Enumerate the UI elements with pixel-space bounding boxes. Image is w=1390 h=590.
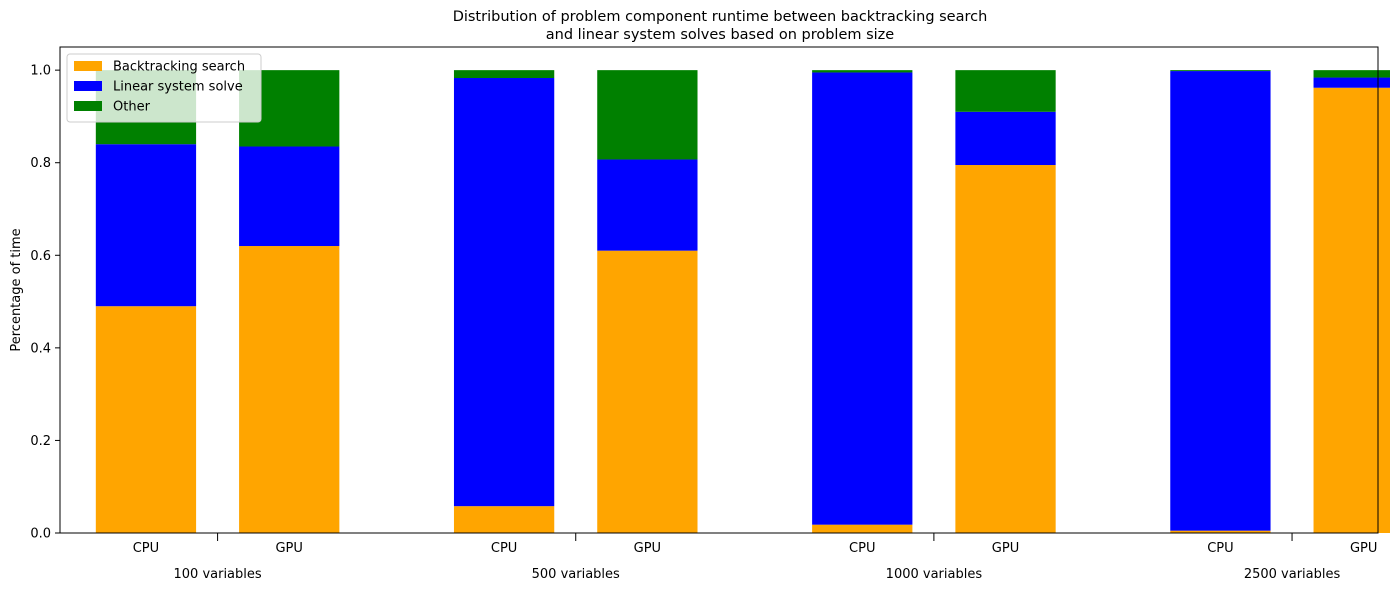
y-axis-label: Percentage of time xyxy=(9,228,24,351)
bar-2500-variables-cpu-segment-3 xyxy=(1170,70,1271,72)
legend-label: Linear system solve xyxy=(113,80,243,95)
bar-2500-variables-gpu-segment-3 xyxy=(1313,70,1390,78)
bar-1000-variables-gpu-segment-1 xyxy=(955,165,1056,533)
bar-100-variables-gpu-segment-2 xyxy=(239,146,340,247)
y-tick-label: 0.0 xyxy=(30,527,51,542)
y-tick-label: 1.0 xyxy=(30,64,51,79)
x-tick-label: GPU xyxy=(1350,541,1377,556)
y-tick-label: 0.6 xyxy=(30,249,51,264)
bar-1000-variables-gpu-segment-2 xyxy=(955,111,1056,166)
bars-layer xyxy=(95,70,1390,533)
bar-100-variables-gpu-segment-1 xyxy=(239,246,340,533)
chart-title-line-2: and linear system solves based on proble… xyxy=(546,27,895,43)
bar-100-variables-cpu-segment-2 xyxy=(95,144,197,307)
legend-label: Backtracking search xyxy=(113,60,245,75)
group-label: 500 variables xyxy=(532,567,620,582)
x-tick-label: GPU xyxy=(992,541,1019,556)
axes-layer: CPU GPU 100 variables CPU GPU 500 variables CP… xyxy=(30,46,1379,582)
x-tick-label: CPU xyxy=(133,541,159,556)
group-label: 1000 variables xyxy=(886,567,983,582)
y-tick-label: 0.8 xyxy=(30,156,51,171)
legend-label: Other xyxy=(113,100,151,115)
legend-box xyxy=(66,53,262,123)
bar-500-variables-cpu-segment-2 xyxy=(453,78,555,507)
bar-1000-variables-cpu-segment-2 xyxy=(812,72,913,525)
x-tick-label: GPU xyxy=(634,541,661,556)
bar-1000-variables-gpu-segment-3 xyxy=(955,70,1056,112)
bar-500-variables-gpu-segment-2 xyxy=(597,159,698,251)
bar-2500-variables-cpu-segment-2 xyxy=(1170,71,1271,531)
y-tick-label: 0.4 xyxy=(30,341,51,356)
bar-2500-variables-gpu-segment-1 xyxy=(1313,87,1390,533)
bar-100-variables-cpu-segment-1 xyxy=(95,306,197,533)
bar-1000-variables-cpu-segment-1 xyxy=(812,524,913,533)
group-label: 2500 variables xyxy=(1244,567,1341,582)
chart-title-line-1: Distribution of problem component runtim… xyxy=(453,9,988,25)
bar-500-variables-gpu-segment-1 xyxy=(597,250,698,533)
bar-500-variables-gpu-segment-3 xyxy=(597,70,698,160)
bar-500-variables-cpu-segment-3 xyxy=(453,70,555,79)
plot-frame xyxy=(59,46,1379,534)
x-tick-label: CPU xyxy=(1207,541,1233,556)
group-label: 100 variables xyxy=(174,567,262,582)
x-tick-label: GPU xyxy=(275,541,302,556)
bar-1000-variables-cpu-segment-3 xyxy=(812,70,913,73)
legend-swatch xyxy=(74,81,102,91)
x-tick-label: CPU xyxy=(491,541,517,556)
bar-500-variables-cpu-segment-1 xyxy=(453,506,555,533)
x-tick-label: CPU xyxy=(849,541,875,556)
legend-swatch xyxy=(74,61,102,71)
legend-swatch xyxy=(74,101,102,111)
bar-2500-variables-cpu-segment-1 xyxy=(1170,530,1271,533)
y-tick-label: 0.2 xyxy=(30,434,51,449)
bar-2500-variables-gpu-segment-2 xyxy=(1313,77,1390,88)
legend: Backtracking search Linear system solve Ot… xyxy=(66,53,262,123)
